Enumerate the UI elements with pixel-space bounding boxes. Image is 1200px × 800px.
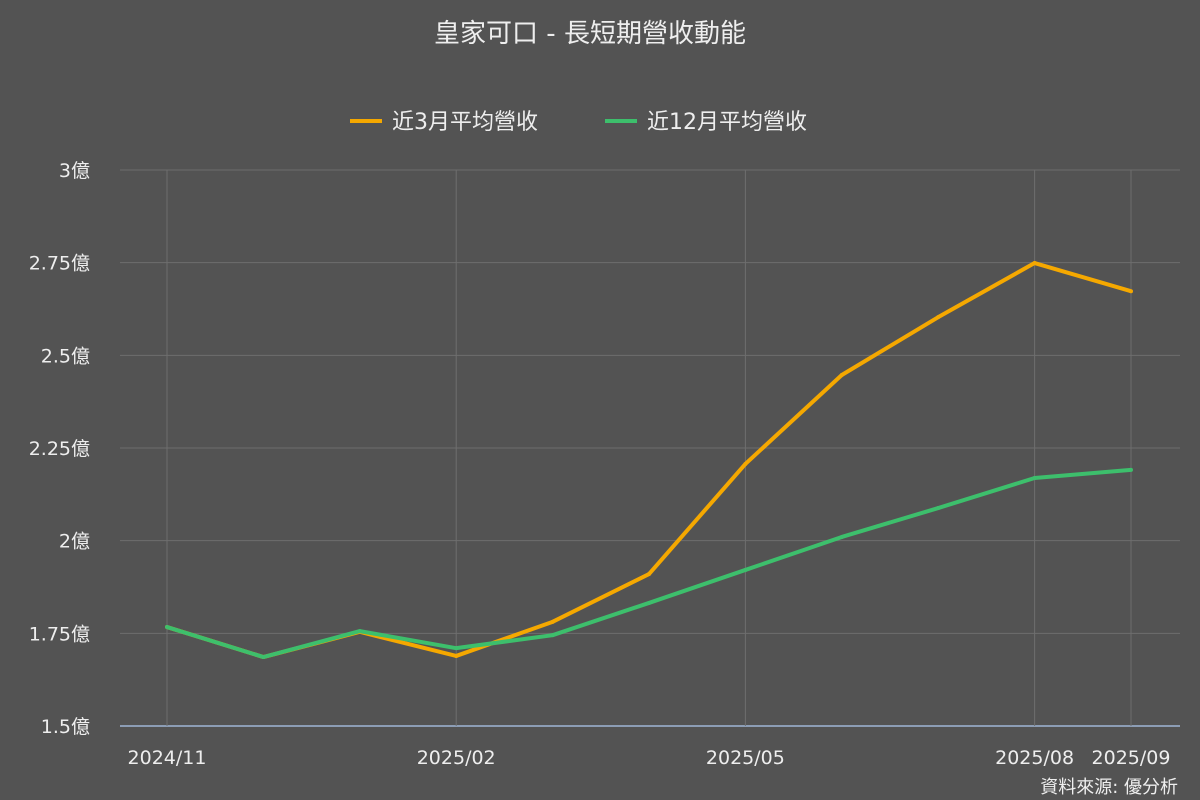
source-label: 資料來源: 優分析 xyxy=(1040,777,1178,798)
data-point xyxy=(839,372,844,377)
data-point xyxy=(743,461,748,466)
data-point xyxy=(1032,261,1037,266)
y-tick-label: 2.25億 xyxy=(29,438,90,460)
y-tick-label: 2.5億 xyxy=(41,345,90,367)
y-tick-label: 2.75億 xyxy=(29,253,90,275)
data-point xyxy=(839,534,844,539)
series-line-1 xyxy=(166,467,1132,660)
data-point xyxy=(647,572,651,577)
data-point xyxy=(1129,289,1133,294)
legend: 近3月平均營收 近12月平均營收 xyxy=(350,110,807,135)
x-tick-label: 2024/11 xyxy=(128,747,207,769)
x-tick-label: 2025/08 xyxy=(995,747,1074,769)
data-point xyxy=(1129,467,1133,472)
grid: 1.5億 1.75億 2億 2.25億 2.5億 2.75億 3億 2024/11 2025/0… xyxy=(29,160,1180,769)
data-point xyxy=(454,653,459,658)
legend-label: 近3月平均營收 xyxy=(392,110,538,135)
data-point xyxy=(357,629,362,634)
data-point xyxy=(550,619,555,624)
data-point xyxy=(936,315,941,320)
data-point xyxy=(743,567,748,572)
data-point xyxy=(1032,476,1037,481)
data-point xyxy=(936,506,941,511)
data-point xyxy=(550,633,555,638)
data-point xyxy=(454,646,459,651)
y-tick-label: 1.5億 xyxy=(41,716,90,738)
series-group xyxy=(165,261,1133,660)
series-line-0 xyxy=(166,261,1132,660)
y-tick-label: 2億 xyxy=(59,531,90,553)
x-tick-label: 2025/09 xyxy=(1092,747,1171,769)
data-point xyxy=(647,600,651,605)
x-tick-label: 2025/02 xyxy=(417,747,496,769)
y-tick-label: 1.75億 xyxy=(29,623,90,645)
y-tick-label: 3億 xyxy=(59,160,90,182)
legend-label: 近12月平均營收 xyxy=(647,110,807,135)
chart-title: 皇家可口 - 長短期營收動能 xyxy=(434,19,746,49)
data-point xyxy=(165,625,169,630)
x-tick-label: 2025/05 xyxy=(706,747,785,769)
data-point xyxy=(261,655,266,660)
